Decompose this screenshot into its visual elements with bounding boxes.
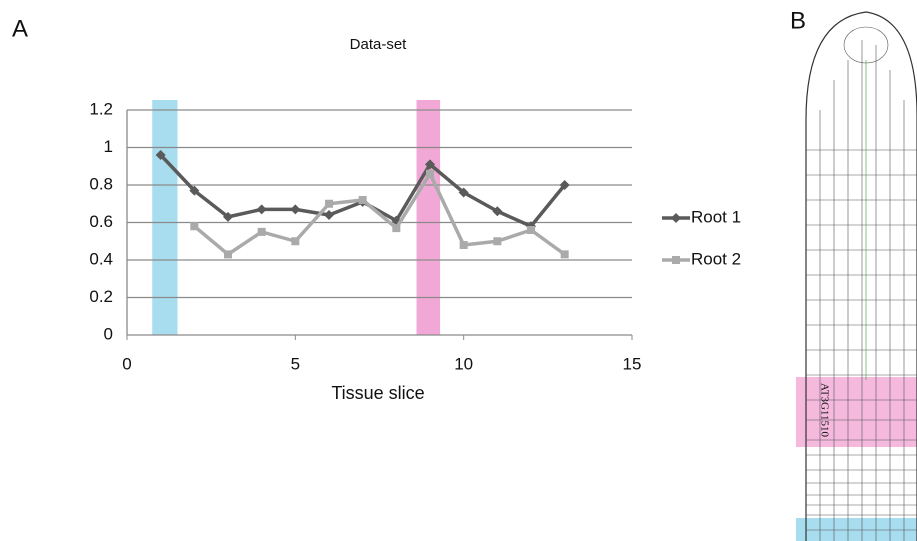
x-tick-label: 15 [623,354,642,373]
chart-title: Data-set [350,36,408,53]
x-tick-label: 10 [454,354,473,373]
marker [671,213,681,223]
marker [291,237,299,245]
y-tick-label: 0 [104,324,113,343]
y-tick-label: 0.4 [89,249,113,268]
figure: A B Data-set Tissue slice AT3G11510 0 0.2… [0,0,917,541]
marker [324,210,334,220]
legend-label: Root 2 [691,249,741,268]
marker [258,228,266,236]
marker [527,226,535,234]
marker [290,204,300,214]
marker [672,256,680,264]
marker [392,224,400,232]
y-tick-label: 1.2 [89,99,113,118]
marker [561,250,569,258]
series-line [161,155,565,226]
highlight-band [417,100,441,335]
series-line [194,174,564,255]
x-axis-label: Tissue slice [331,383,424,403]
y-tick-label: 0.6 [89,212,113,231]
panel-label: B [790,7,806,34]
marker [359,196,367,204]
panel-label: A [12,15,28,42]
x-tick-label: 5 [291,354,300,373]
marker [460,241,468,249]
highlight-band [152,100,177,335]
marker [493,237,501,245]
root-label: AT3G11510 [818,383,830,437]
y-tick-label: 1 [104,137,113,156]
y-tick-label: 0.8 [89,174,113,193]
legend-label: Root 1 [691,207,741,226]
y-tick-label: 0.2 [89,287,113,306]
marker [224,250,232,258]
marker [190,222,198,230]
x-tick-label: 0 [122,354,131,373]
marker [426,170,434,178]
marker [325,200,333,208]
marker [257,204,267,214]
root-diagram: AT3G11510 [796,12,917,541]
